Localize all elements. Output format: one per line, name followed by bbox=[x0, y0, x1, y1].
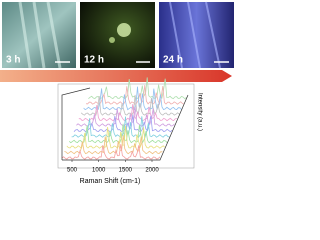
sem-image-12h bbox=[80, 2, 155, 68]
x-tick-label: 1000 bbox=[92, 168, 106, 174]
x-axis-label: Raman Shift (cm-1) bbox=[80, 178, 141, 185]
x-tick-label: 1500 bbox=[119, 168, 133, 174]
fiber-texture bbox=[18, 1, 62, 69]
x-tick-label: 2000 bbox=[145, 168, 159, 174]
y-axis-label: Intensity (a.u.) bbox=[196, 93, 202, 131]
spectrum-line bbox=[66, 125, 166, 149]
particle bbox=[117, 23, 131, 37]
x-tick-label: 500 bbox=[67, 168, 78, 174]
spectrum-line bbox=[76, 107, 175, 127]
spectrum-line bbox=[64, 135, 163, 155]
spectra bbox=[61, 77, 187, 160]
time-arrow bbox=[0, 70, 232, 82]
panel-label: 12 h bbox=[84, 55, 104, 66]
panel-label: 24 h bbox=[163, 55, 183, 66]
figure: 3 h 12 h 24 h 500 1000 1500 2000 Raman Shif… bbox=[0, 1, 234, 185]
figure-canvas: 3 h 12 h 24 h 500 1000 1500 2000 Raman Shif… bbox=[0, 1, 234, 185]
spectrum-line bbox=[88, 77, 187, 100]
fiber-texture bbox=[169, 1, 221, 69]
panel-label: 3 h bbox=[6, 55, 20, 66]
particle bbox=[109, 37, 115, 43]
spectrum-line bbox=[61, 144, 161, 160]
x-ticks: 500 1000 1500 2000 bbox=[67, 160, 159, 174]
plot-axes bbox=[61, 87, 189, 161]
